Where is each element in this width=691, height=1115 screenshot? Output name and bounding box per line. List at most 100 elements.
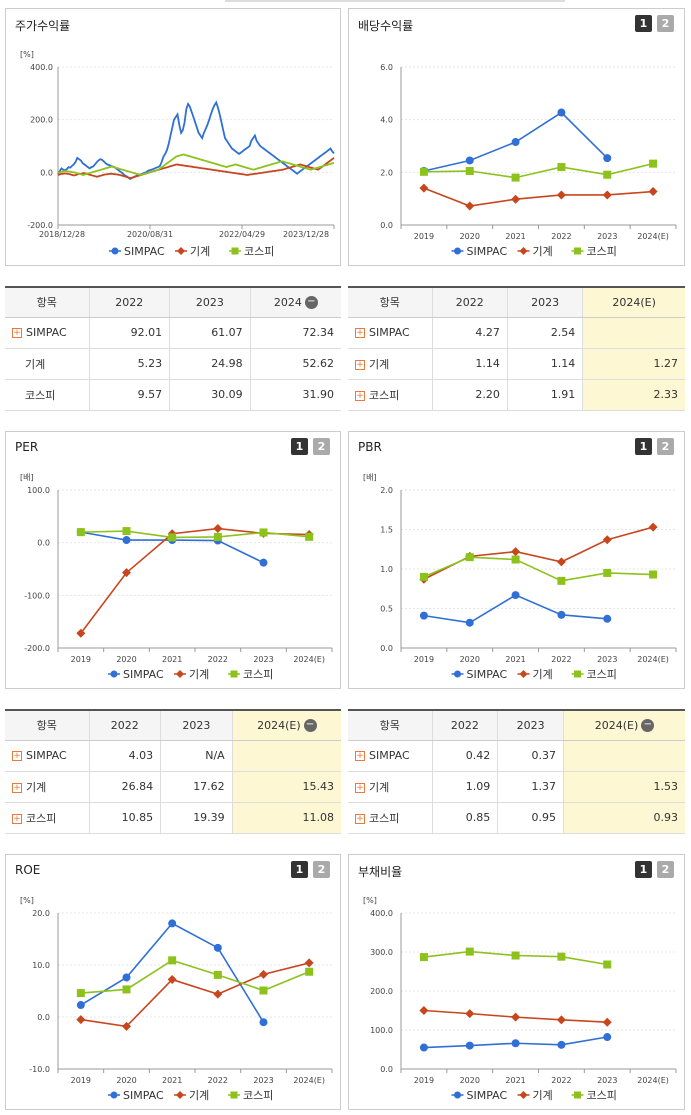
column-header: 2022 xyxy=(432,287,508,318)
table-cell: 52.62 xyxy=(250,348,341,380)
table-cell: 2.20 xyxy=(432,379,508,411)
row-label: 코스피 xyxy=(369,811,400,825)
data-point xyxy=(168,533,177,542)
expand-icon[interactable]: + xyxy=(355,782,365,793)
x-tick-label: 2021 xyxy=(162,655,182,664)
expand-icon[interactable]: + xyxy=(12,751,22,761)
table-row: + 기계 1.14 1.14 1.27 xyxy=(348,348,685,380)
legend-item-2[interactable]: 코스피 xyxy=(571,1089,617,1102)
legend-item-1[interactable]: 기계 xyxy=(517,668,553,681)
collapse-icon[interactable]: − xyxy=(641,719,655,732)
x-tick-label: 2020/08/31 xyxy=(127,230,173,239)
header-label: 2024(E) xyxy=(612,295,656,309)
legend-label: 코스피 xyxy=(587,668,617,681)
collapse-icon[interactable]: − xyxy=(304,296,318,309)
series-line-1 xyxy=(80,962,310,1028)
data-point xyxy=(305,967,314,976)
legend-label: SIMPAC xyxy=(124,245,165,258)
data-point xyxy=(122,973,131,982)
data-point xyxy=(259,1018,268,1027)
page-2-button[interactable]: 2 xyxy=(657,861,674,878)
legend-item-2[interactable]: 코스피 xyxy=(228,1089,273,1102)
data-point xyxy=(419,183,429,193)
legend-item-0[interactable]: SIMPAC xyxy=(451,1089,508,1102)
legend-item-2[interactable]: 코스피 xyxy=(229,245,274,258)
panel-title: 배당수익률 xyxy=(358,19,414,33)
legend-label: 코스피 xyxy=(244,245,274,258)
row-label: SIMPAC xyxy=(369,749,410,762)
legend-item-1[interactable]: 기계 xyxy=(175,245,210,258)
expand-icon[interactable]: + xyxy=(355,751,365,761)
page-1-button[interactable]: 1 xyxy=(635,438,652,455)
expand-icon[interactable]: + xyxy=(355,813,365,824)
row-name: + 코스피 xyxy=(348,379,433,411)
row-label: SIMPAC xyxy=(26,326,67,339)
x-tick-label: 2022 xyxy=(208,655,228,664)
data-point xyxy=(213,989,223,999)
page-2-button[interactable]: 2 xyxy=(657,438,674,455)
table-cell: 4.27 xyxy=(432,317,508,349)
x-tick-label: 2022/04/29 xyxy=(219,230,265,239)
page-1-button[interactable]: 1 xyxy=(291,438,308,455)
data-point xyxy=(465,1041,474,1050)
legend-item-1[interactable]: 기계 xyxy=(517,1089,553,1102)
header-label: 항목 xyxy=(379,719,400,733)
x-tick-label: 2021 xyxy=(162,1076,182,1085)
row-label: 코스피 xyxy=(369,388,400,402)
legend-item-2[interactable]: 코스피 xyxy=(571,245,617,258)
table-cell: 31.90 xyxy=(250,379,341,411)
panel-title: ROE xyxy=(15,863,41,877)
expand-icon[interactable]: + xyxy=(355,328,365,338)
panel-title: 부채비율 xyxy=(358,865,403,879)
column-header: 2022 xyxy=(89,287,171,318)
y-tick-label: 100.0 xyxy=(27,486,50,495)
y-tick-label: -10.0 xyxy=(29,1065,50,1074)
expand-icon[interactable]: + xyxy=(12,328,22,338)
page-2-button[interactable]: 2 xyxy=(313,861,330,878)
data-point xyxy=(465,201,475,211)
page-2-button[interactable]: 2 xyxy=(657,15,674,32)
row-name: + 기계 xyxy=(348,771,433,803)
table-pbr: 항목 2022 2023 2024(E) − + SIMPAC 0.42 0.37 + 기계 1.09… xyxy=(348,709,685,834)
x-tick-label: 2021 xyxy=(505,1076,525,1085)
page-1-button[interactable]: 1 xyxy=(291,861,308,878)
legend-label: 기계 xyxy=(533,245,553,258)
legend-item-1[interactable]: 기계 xyxy=(517,245,553,258)
expand-icon[interactable]: + xyxy=(12,782,22,793)
legend-item-2[interactable]: 코스피 xyxy=(571,668,617,681)
header-label: 항목 xyxy=(36,719,57,733)
legend-item-0[interactable]: SIMPAC xyxy=(451,668,508,681)
table-row: + SIMPAC 4.27 2.54 xyxy=(348,317,685,349)
legend-item-0[interactable]: SIMPAC xyxy=(109,245,165,258)
data-point xyxy=(511,138,520,147)
row-name: 기계 xyxy=(5,348,90,380)
table-cell xyxy=(232,740,341,772)
x-tick-label: 2024(E) xyxy=(293,655,325,664)
legend-item-1[interactable]: 기계 xyxy=(174,1089,209,1102)
page-1-button[interactable]: 1 xyxy=(635,861,652,878)
legend-item-0[interactable]: SIMPAC xyxy=(108,1089,164,1102)
table-cell: 15.43 xyxy=(232,771,341,803)
expand-icon[interactable]: + xyxy=(12,813,22,824)
table-cell: 5.23 xyxy=(89,348,171,380)
column-header: 2023 xyxy=(507,287,584,318)
chart-pbr: [배]2.0 1.5 1.0 0.5 0.0 2019 2020 2021 2022 2023 20… xyxy=(363,473,677,681)
page-2-button[interactable]: 2 xyxy=(313,438,330,455)
legend-item-0[interactable]: SIMPAC xyxy=(108,668,164,681)
table-cell: 0.95 xyxy=(497,802,564,834)
x-tick-label: 2024(E) xyxy=(293,1076,325,1085)
collapse-icon[interactable]: − xyxy=(303,719,317,732)
legend-item-2[interactable]: 코스피 xyxy=(228,668,273,681)
x-tick-label: 2023 xyxy=(597,1076,617,1085)
expand-icon[interactable]: + xyxy=(355,390,365,401)
data-point xyxy=(122,568,131,578)
row-name: + 코스피 xyxy=(5,802,90,834)
data-point xyxy=(648,522,658,532)
table-stock-return: 항목 2022 2023 2024− + SIMPAC 92.01 61.07 72.34 기계 5… xyxy=(5,286,341,411)
expand-icon[interactable]: + xyxy=(355,359,365,370)
series-line-0 xyxy=(80,922,265,1023)
page-1-button[interactable]: 1 xyxy=(635,15,652,32)
data-point xyxy=(556,190,566,200)
legend-item-1[interactable]: 기계 xyxy=(174,668,209,681)
legend-item-0[interactable]: SIMPAC xyxy=(451,245,508,258)
